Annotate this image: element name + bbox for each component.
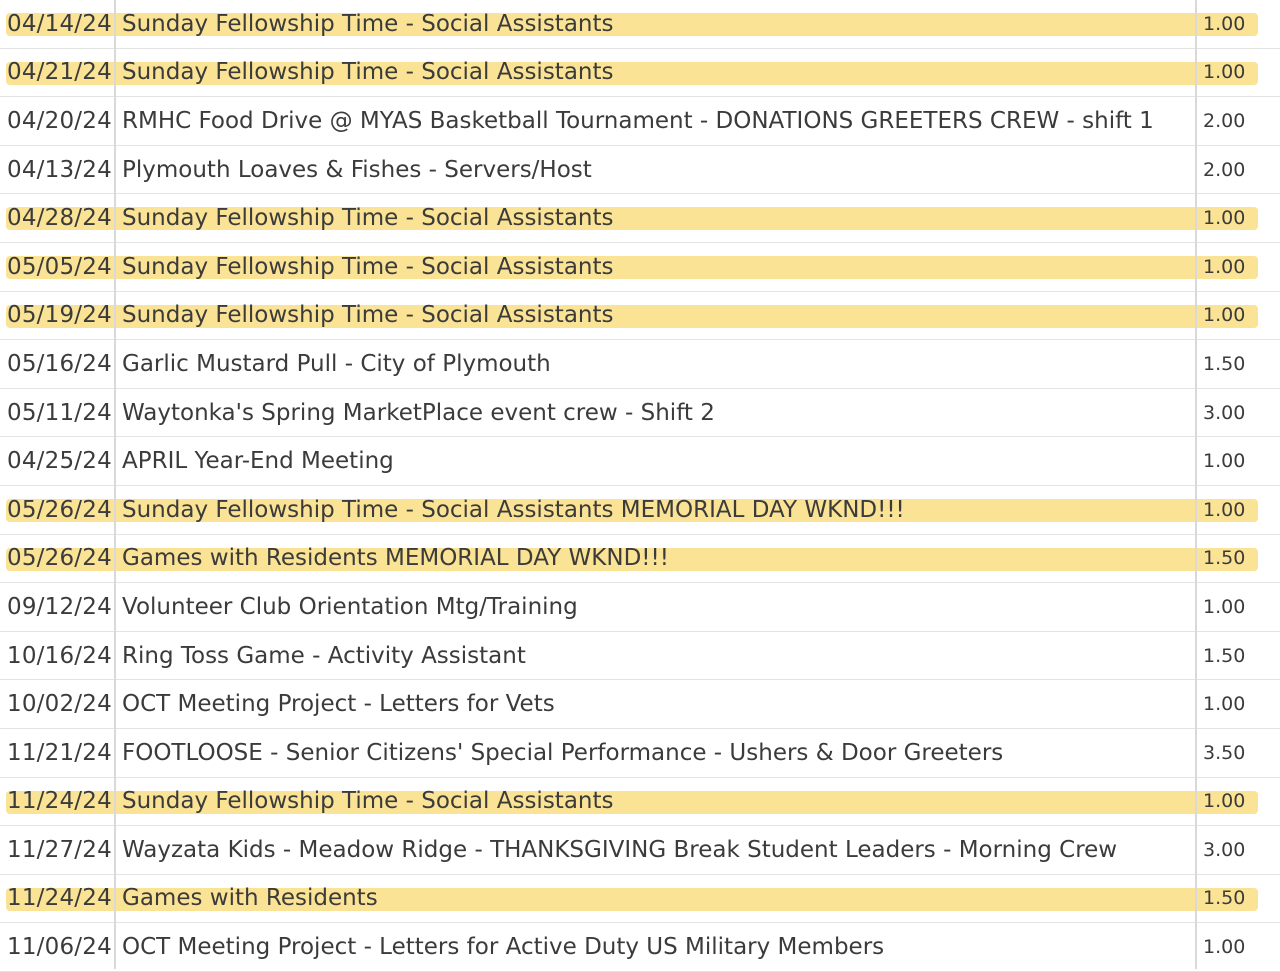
description-cell: Sunday Fellowship Time - Social Assistan… [122,205,614,232]
highlight-mark [6,304,1258,328]
date-cell: 04/28/24 [7,205,112,232]
table-row: 04/28/24 Sunday Fellowship Time - Social … [0,194,1280,243]
description-cell: Waytonka's Spring MarketPlace event crew… [122,399,715,426]
hours-cell: 1.00 [1203,450,1246,473]
description-cell: Games with Residents [122,885,378,912]
table-row: 05/26/24 Sunday Fellowship Time - Social … [0,486,1280,535]
description-cell: Sunday Fellowship Time - Social Assistan… [122,788,614,815]
description-cell: APRIL Year-End Meeting [122,448,394,475]
table-row: 11/24/24 Sunday Fellowship Time - Social … [0,778,1280,827]
highlight-mark [6,887,1258,911]
hours-cell: 2.00 [1203,158,1246,181]
highlight-mark [6,61,1258,85]
table-row: 04/25/24 APRIL Year-End Meeting 1.00 [0,437,1280,486]
hours-cell: 2.00 [1203,109,1246,132]
date-cell: 11/24/24 [7,885,112,912]
description-cell: Plymouth Loaves & Fishes - Servers/Host [122,156,592,183]
date-cell: 04/25/24 [7,448,112,475]
hours-cell: 1.00 [1203,61,1246,84]
table-row: 04/13/24 Plymouth Loaves & Fishes - Serve… [0,146,1280,195]
description-cell: OCT Meeting Project - Letters for Active… [122,934,885,961]
highlight-mark [6,498,1258,522]
table-row: 05/05/24 Sunday Fellowship Time - Social … [0,243,1280,292]
hours-cell: 1.50 [1203,887,1246,910]
description-cell: Ring Toss Game - Activity Assistant [122,642,526,669]
date-cell: 04/14/24 [7,10,112,37]
date-cell: 11/27/24 [7,836,112,863]
table-row: 11/27/24 Wayzata Kids - Meadow Ridge - TH… [0,826,1280,875]
description-cell: Games with Residents MEMORIAL DAY WKND!!… [122,545,669,572]
date-cell: 11/06/24 [7,934,112,961]
table-row: 04/21/24 Sunday Fellowship Time - Social … [0,49,1280,98]
hours-cell: 1.50 [1203,644,1246,667]
description-cell: Sunday Fellowship Time - Social Assistan… [122,253,614,280]
description-cell: Garlic Mustard Pull - City of Plymouth [122,350,551,377]
table-row: 11/06/24 OCT Meeting Project - Letters fo… [0,923,1280,972]
hours-cell: 1.00 [1203,12,1246,35]
date-cell: 05/19/24 [7,302,112,329]
highlight-mark [6,547,1258,571]
highlight-mark [6,255,1258,279]
table-row: 09/12/24 Volunteer Club Orientation Mtg/T… [0,583,1280,632]
hours-cell: 1.50 [1203,352,1246,375]
description-cell: Sunday Fellowship Time - Social Assistan… [122,496,905,523]
table-row: 05/19/24 Sunday Fellowship Time - Social … [0,292,1280,341]
hours-cell: 1.00 [1203,255,1246,278]
table-row: 10/16/24 Ring Toss Game - Activity Assist… [0,632,1280,681]
date-cell: 04/20/24 [7,107,112,134]
highlight-mark [6,207,1258,231]
hours-cell: 3.00 [1203,838,1246,861]
hours-cell: 3.00 [1203,401,1246,424]
date-cell: 09/12/24 [7,593,112,620]
highlight-mark [6,13,1258,36]
date-cell: 10/02/24 [7,691,112,718]
hours-cell: 1.00 [1203,936,1246,959]
date-cell: 05/26/24 [7,545,112,572]
column-divider [1195,0,1197,969]
description-cell: Sunday Fellowship Time - Social Assistan… [122,10,614,37]
description-cell: OCT Meeting Project - Letters for Vets [122,691,555,718]
hours-cell: 1.00 [1203,693,1246,716]
hours-cell: 1.00 [1203,207,1246,230]
hours-cell: 3.50 [1203,741,1246,764]
date-cell: 05/05/24 [7,253,112,280]
table-row: 04/14/24 Sunday Fellowship Time - Social … [0,0,1280,49]
description-cell: RMHC Food Drive @ MYAS Basketball Tourna… [122,107,1154,134]
description-cell: FOOTLOOSE - Senior Citizens' Special Per… [122,739,1004,766]
description-cell: Sunday Fellowship Time - Social Assistan… [122,302,614,329]
date-cell: 11/21/24 [7,739,112,766]
table-row: 11/24/24 Games with Residents 1.50 [0,875,1280,924]
table-row: 05/16/24 Garlic Mustard Pull - City of Pl… [0,340,1280,389]
description-cell: Volunteer Club Orientation Mtg/Training [122,593,578,620]
column-divider [114,0,116,969]
hours-cell: 1.00 [1203,595,1246,618]
hours-cell: 1.00 [1203,498,1246,521]
description-cell: Sunday Fellowship Time - Social Assistan… [122,59,614,86]
table-row: 04/20/24 RMHC Food Drive @ MYAS Basketbal… [0,97,1280,146]
table-row: 05/11/24 Waytonka's Spring MarketPlace ev… [0,389,1280,438]
date-cell: 10/16/24 [7,642,112,669]
date-cell: 05/26/24 [7,496,112,523]
table-row: 05/26/24 Games with Residents MEMORIAL DA… [0,535,1280,584]
table-row: 10/02/24 OCT Meeting Project - Letters fo… [0,680,1280,729]
date-cell: 04/13/24 [7,156,112,183]
date-cell: 05/11/24 [7,399,112,426]
date-cell: 11/24/24 [7,788,112,815]
highlight-mark [6,790,1258,814]
date-cell: 05/16/24 [7,350,112,377]
description-cell: Wayzata Kids - Meadow Ridge - THANKSGIVI… [122,836,1118,863]
table-row: 11/21/24 FOOTLOOSE - Senior Citizens' Spe… [0,729,1280,778]
hours-cell: 1.00 [1203,790,1246,813]
hours-cell: 1.50 [1203,547,1246,570]
date-cell: 04/21/24 [7,59,112,86]
hours-cell: 1.00 [1203,304,1246,327]
